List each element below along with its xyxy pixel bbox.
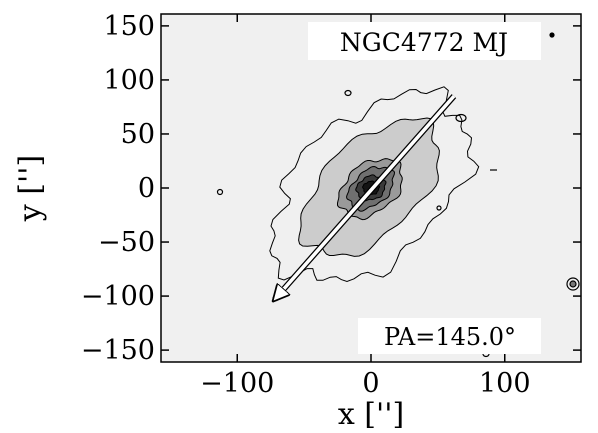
field-source <box>455 113 467 123</box>
x-tick-label: 100 <box>479 368 531 399</box>
y-axis-label: y [''] <box>13 155 48 222</box>
title-box <box>308 22 541 60</box>
tick-group: −100 0 100 150 100 50 0 −50 −100 −150 <box>81 11 581 399</box>
y-tick-label: 100 <box>103 65 155 96</box>
y-tick-label: 150 <box>103 11 155 42</box>
chart-title: NGC4772 MJ <box>340 28 508 57</box>
field-source <box>436 205 442 211</box>
y-tick-label: −50 <box>98 227 155 258</box>
field-source <box>566 277 580 291</box>
x-axis-label: x [''] <box>338 397 404 432</box>
y-tick-label: −100 <box>81 281 155 312</box>
x-tick-label: −100 <box>200 368 274 399</box>
field-source <box>549 32 555 38</box>
x-tick-label: 0 <box>362 368 379 399</box>
y-tick-label: 50 <box>121 119 155 150</box>
field-source <box>216 188 224 196</box>
field-source <box>344 89 352 97</box>
annotation-box <box>358 318 541 354</box>
y-tick-label: −150 <box>81 335 155 366</box>
field-sources <box>216 32 580 358</box>
y-tick-label: 0 <box>138 173 155 204</box>
field-source <box>569 280 577 288</box>
pa-arrow <box>275 94 456 299</box>
pa-annotation: PA=145.0° <box>384 323 516 351</box>
